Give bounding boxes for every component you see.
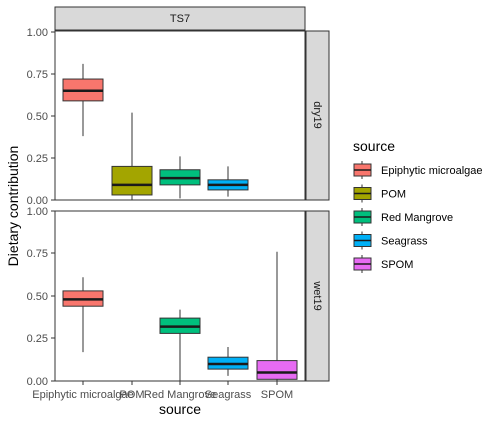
box-red-mangrove-dry19	[159, 156, 201, 199]
legend-item: SPOM	[353, 255, 413, 273]
box-iqr	[256, 360, 298, 380]
box-spom-wet19	[256, 251, 298, 381]
y-tick-label: 0.75	[27, 248, 48, 260]
x-tick-label: SPOM	[261, 389, 293, 401]
y-tick-label: 1.00	[27, 27, 48, 39]
y-tick-label: 0.50	[27, 111, 48, 123]
legend-item: Seagrass	[353, 231, 428, 250]
legend-label: Seagrass	[381, 236, 428, 248]
facet-strip-column-label: TS7	[170, 13, 190, 25]
y-axis-title: Dietary contribution	[5, 146, 21, 267]
box-iqr	[111, 165, 153, 196]
box-red-mangrove-wet19	[159, 309, 201, 381]
facet-strip-row-dry19-label: dry19	[311, 101, 323, 129]
legend-item: POM	[353, 184, 406, 203]
facet-strip-row-wet19-label: wet19	[311, 280, 323, 310]
box-pom-dry19	[111, 112, 153, 200]
x-axis-title: source	[159, 401, 201, 417]
y-tick-marks	[51, 31, 55, 382]
legend: source Epiphytic microalgae POM Red Mangro…	[353, 138, 483, 273]
legend-item: Red Mangrove	[353, 208, 453, 226]
legend-label: Red Mangrove	[381, 212, 453, 224]
facet-strip-column	[54, 6, 306, 31]
x-tick-label: Red Mangrove	[144, 389, 216, 401]
box-seagrass-wet19	[207, 347, 249, 376]
legend-item: Epiphytic microalgae	[353, 161, 483, 179]
legend-label: SPOM	[381, 259, 413, 271]
x-tick-label: POM	[119, 389, 144, 401]
y-tick-label: 0.00	[27, 376, 48, 388]
x-tick-marks	[82, 381, 278, 385]
box-epiphytic-microalgae-dry19	[62, 63, 104, 137]
box-seagrass-dry19	[207, 166, 249, 197]
y-tick-label: 0.25	[27, 153, 48, 165]
legend-label: POM	[381, 189, 406, 201]
y-tick-label: 0.75	[27, 69, 48, 81]
y-tick-label: 0.50	[27, 291, 48, 303]
boxes-layer	[62, 63, 298, 381]
x-tick-label: Seagrass	[205, 389, 252, 401]
facet-strip-row-wet19	[305, 210, 330, 382]
legend-label: Epiphytic microalgae	[381, 165, 483, 177]
x-tick-label: Epiphytic microalgae	[32, 389, 134, 401]
legend-title: source	[353, 138, 395, 154]
y-tick-label: 0.25	[27, 333, 48, 345]
facet-strip-row-dry19	[305, 30, 330, 201]
y-tick-label: 1.00	[27, 206, 48, 218]
y-tick-label: 0.00	[27, 195, 48, 207]
box-epiphytic-microalgae-wet19	[62, 277, 104, 353]
